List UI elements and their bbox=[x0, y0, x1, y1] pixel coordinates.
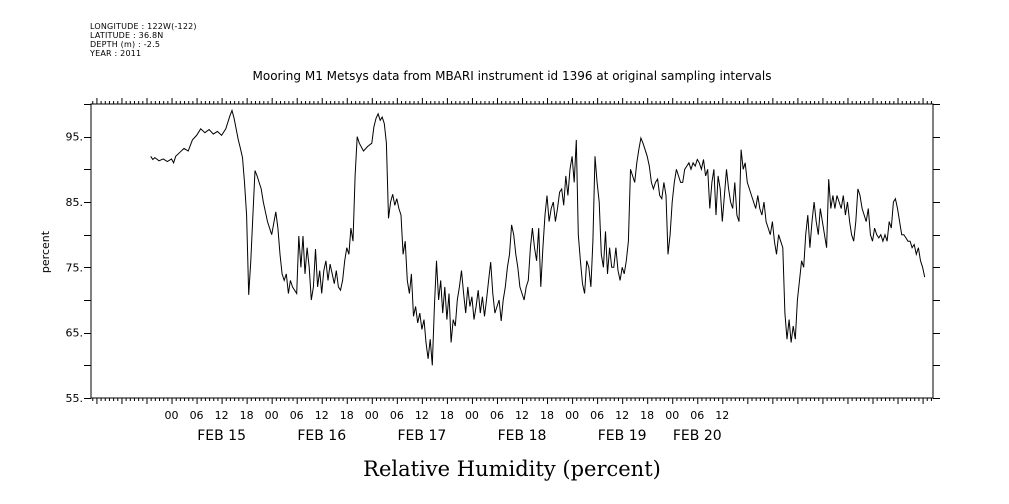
x-tick-label: 06 bbox=[490, 409, 504, 422]
x-tick-label: 18 bbox=[440, 409, 454, 422]
x-tick-label: 18 bbox=[540, 409, 554, 422]
x-tick-label: 06 bbox=[690, 409, 704, 422]
x-tick-label: 12 bbox=[315, 409, 329, 422]
x-axis-label: Relative Humidity (percent) bbox=[363, 457, 661, 481]
y-tick-label: 95. bbox=[66, 131, 84, 144]
x-tick-label: 00 bbox=[465, 409, 479, 422]
axis-labels: 00 06 12 18 00 06 12 18 00 06 12 18 00 06 12 18 00 06 12 18… bbox=[66, 131, 730, 444]
x-day-label: FEB 17 bbox=[397, 428, 446, 444]
depth-text: DEPTH (m) : -2.5 bbox=[90, 40, 161, 49]
humidity-series-line bbox=[150, 108, 926, 366]
x-day-label: FEB 18 bbox=[498, 428, 547, 444]
x-tick-label: 18 bbox=[240, 409, 254, 422]
metadata-block: LONGITUDE : 122W(-122) LATITUDE : 36.8N … bbox=[90, 22, 197, 58]
plot-frame bbox=[90, 103, 934, 399]
longitude-text: LONGITUDE : 122W(-122) bbox=[90, 22, 197, 31]
x-tick-label: 06 bbox=[390, 409, 404, 422]
axis-ticks bbox=[84, 98, 940, 404]
latitude-text: LATITUDE : 36.8N bbox=[90, 31, 164, 40]
x-tick-label: 18 bbox=[640, 409, 654, 422]
x-tick-label: 18 bbox=[340, 409, 354, 422]
y-tick-label: 85. bbox=[66, 196, 84, 209]
x-tick-label: 06 bbox=[190, 409, 204, 422]
y-tick-label: 65. bbox=[66, 327, 84, 340]
x-tick-label: 12 bbox=[515, 409, 529, 422]
x-tick-label: 00 bbox=[665, 409, 679, 422]
x-day-label: FEB 19 bbox=[598, 428, 647, 444]
x-tick-label: 12 bbox=[415, 409, 429, 422]
y-axis-label: percent bbox=[39, 230, 52, 273]
x-day-label: FEB 20 bbox=[673, 428, 722, 444]
x-tick-label: 06 bbox=[590, 409, 604, 422]
x-tick-label: 00 bbox=[165, 409, 179, 422]
x-tick-label: 00 bbox=[265, 409, 279, 422]
year-text: YEAR : 2011 bbox=[90, 49, 142, 58]
x-tick-label: 12 bbox=[615, 409, 629, 422]
x-tick-label: 00 bbox=[565, 409, 579, 422]
y-tick-label: 75. bbox=[66, 261, 84, 274]
x-day-label: FEB 15 bbox=[197, 428, 246, 444]
chart-title: Mooring M1 Metsys data from MBARI instru… bbox=[253, 69, 772, 83]
x-tick-label: 00 bbox=[365, 409, 379, 422]
x-tick-label: 12 bbox=[215, 409, 229, 422]
y-tick-label: 55. bbox=[66, 392, 84, 405]
x-tick-label: 12 bbox=[715, 409, 729, 422]
x-day-label: FEB 16 bbox=[297, 428, 346, 444]
x-tick-label: 06 bbox=[290, 409, 304, 422]
series-group bbox=[150, 108, 926, 366]
